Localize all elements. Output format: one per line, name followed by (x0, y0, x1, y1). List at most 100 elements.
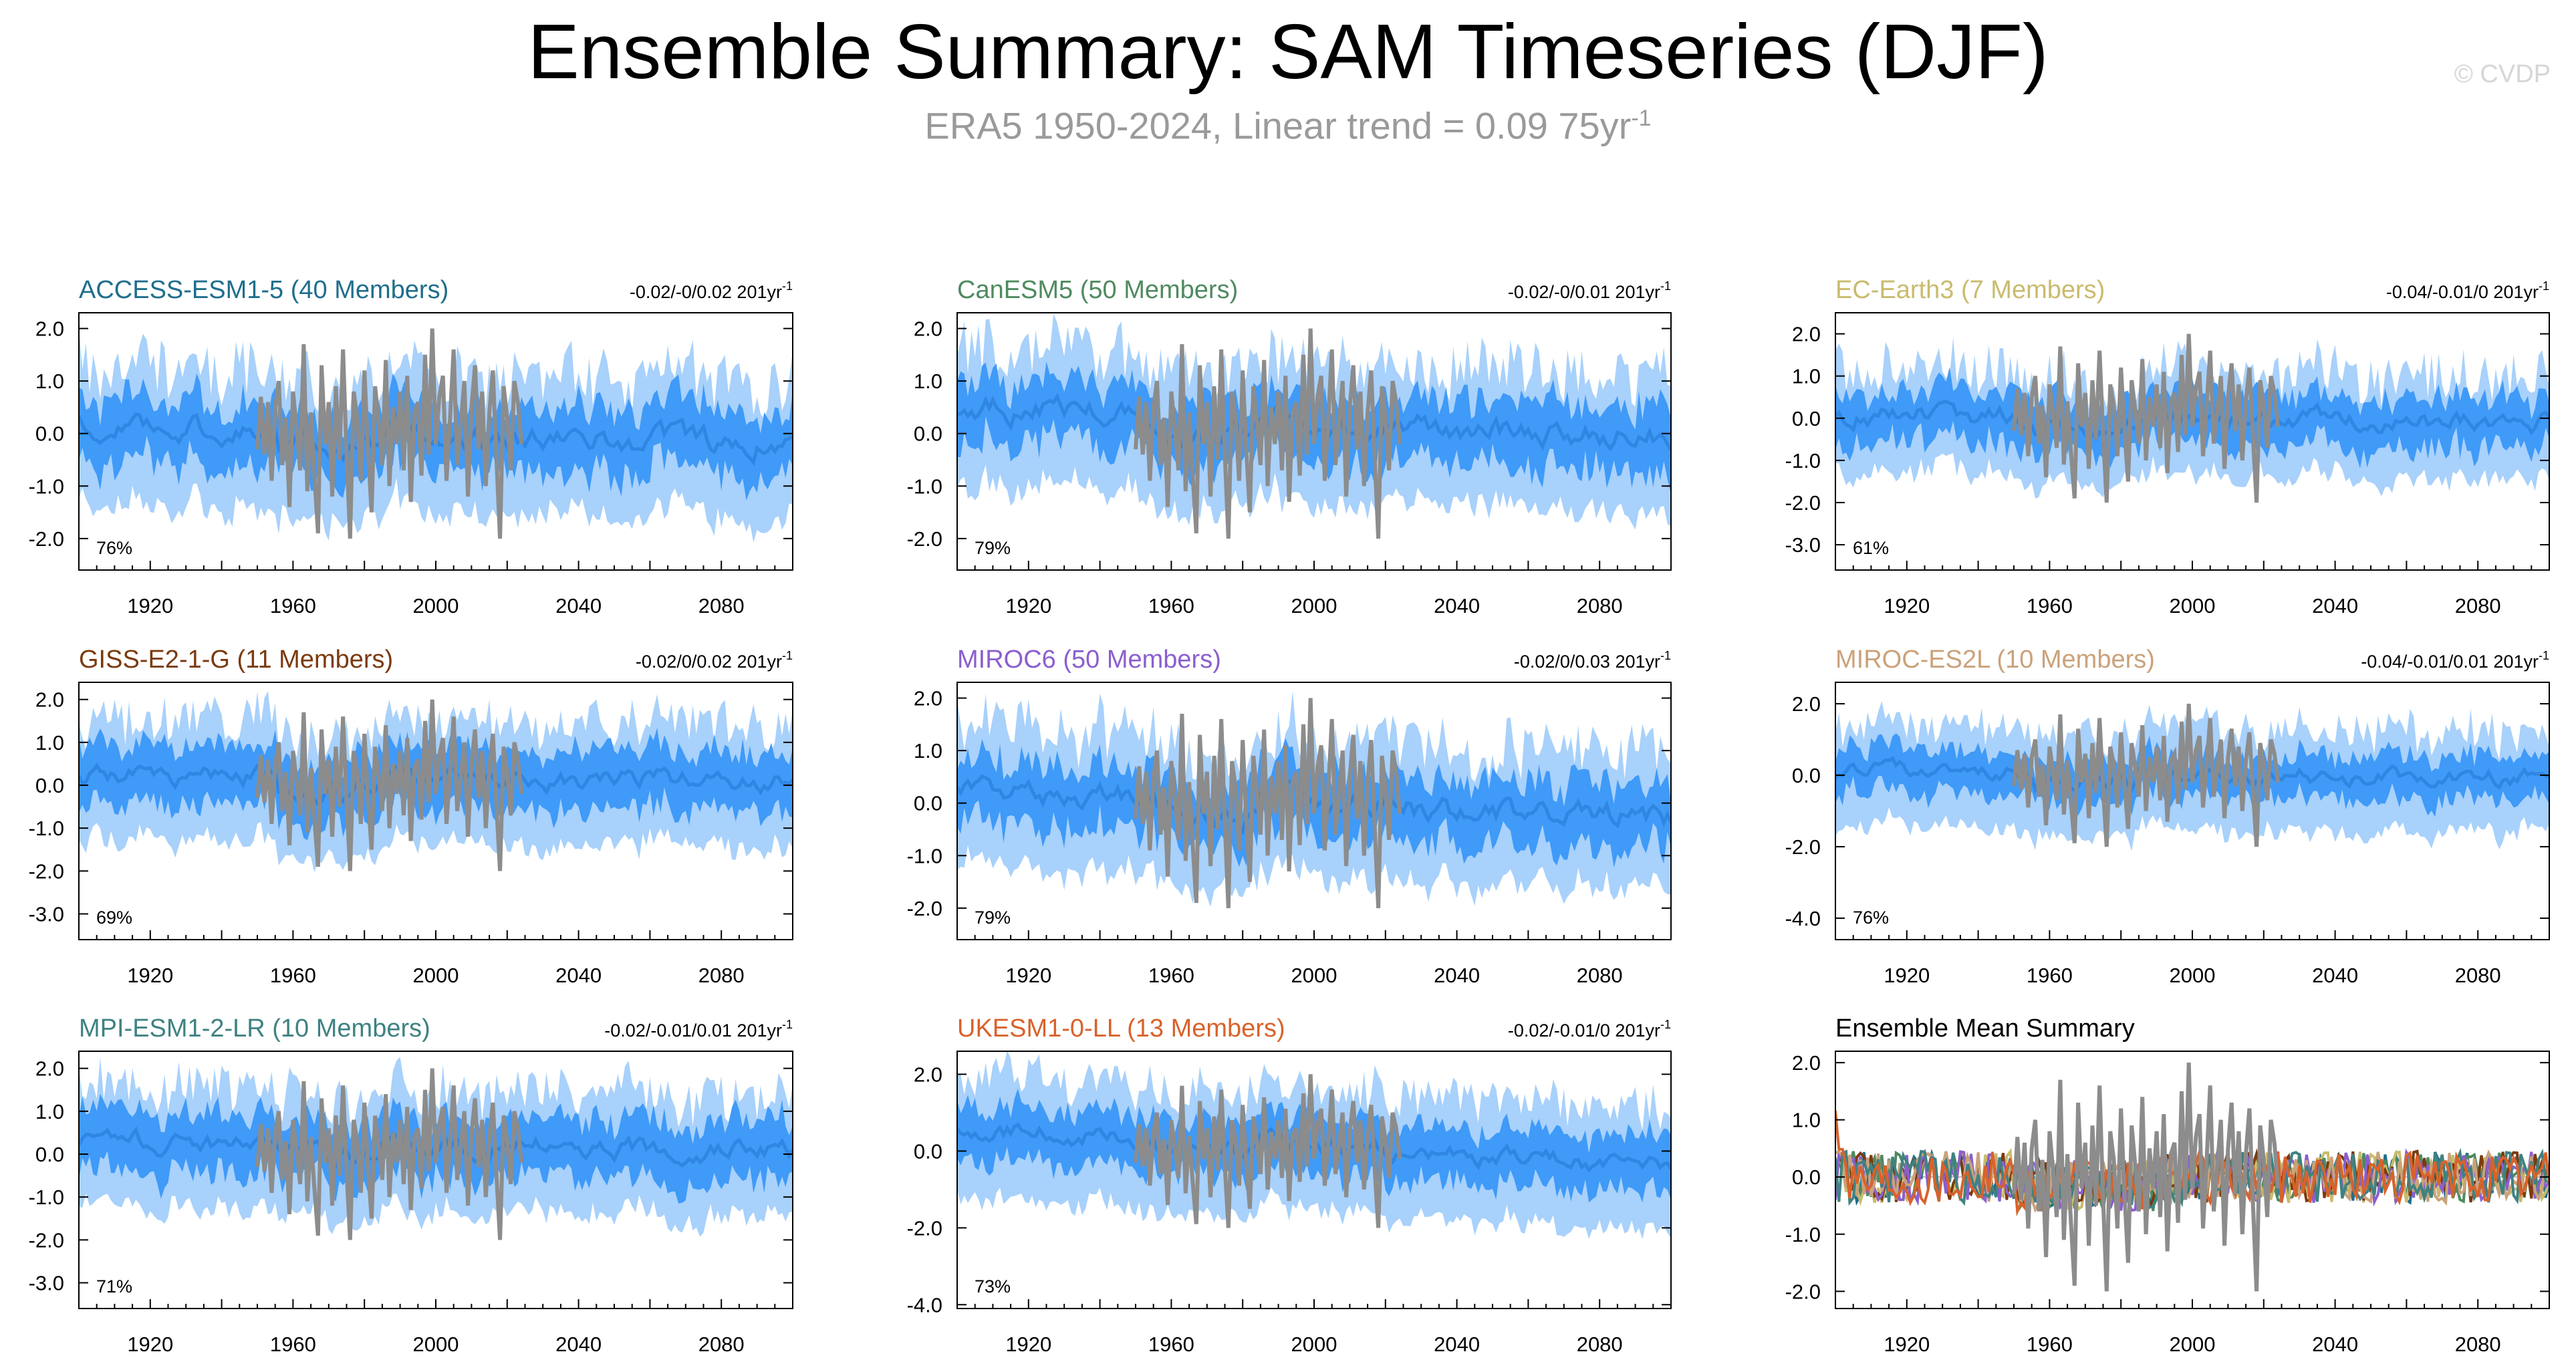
trend-superscript: -1 (2539, 649, 2549, 662)
x-tick-label: 2040 (1434, 1333, 1480, 1356)
trend-superscript: -1 (2539, 279, 2549, 293)
y-tick-label: -2.0 (1785, 491, 1821, 515)
y-tick-label: -3.0 (29, 1272, 64, 1295)
y-tick-label: -2.0 (1785, 1280, 1821, 1303)
trend-superscript: -1 (1660, 1018, 1671, 1031)
y-tick-label: 1.0 (35, 731, 64, 754)
percent-label: 76% (96, 538, 132, 558)
x-tick-label: 2000 (1291, 964, 1337, 987)
x-tick-label: 2080 (698, 1333, 745, 1356)
x-tick-label: 2000 (413, 964, 459, 987)
x-tick-label: 1960 (270, 964, 316, 987)
chart-panel-1: 2.0 1.0 0.0 -1.0 -2.0 1920 1960 2000 2040 2080 ACC… (29, 276, 793, 618)
y-tick-label: -1.0 (29, 817, 64, 840)
percent-label: 73% (975, 1276, 1011, 1296)
x-tick-label: 1960 (1148, 594, 1194, 618)
chart-panel-3: 2.0 1.0 0.0 -1.0 -2.0 -3.0 1920 1960 2000 2040 208… (1785, 276, 2550, 618)
plot-area (79, 691, 793, 873)
plot-area (1835, 701, 2549, 851)
x-tick-label: 1920 (1884, 594, 1930, 618)
trend-label: -0.04/-0.01/0 201yr-1 (2386, 279, 2549, 302)
x-tick-label: 2080 (698, 964, 745, 987)
observation-line (2012, 1063, 2281, 1292)
trend-label: -0.02/0/0.02 201yr-1 (636, 649, 793, 672)
x-tick-label: 2000 (413, 594, 459, 618)
y-tick-label: 1.0 (1792, 1109, 1821, 1132)
y-tick-label: 2.0 (914, 317, 942, 341)
x-tick-label: 2040 (555, 594, 602, 618)
y-tick-label: -2.0 (907, 897, 942, 920)
page-title: Ensemble Summary: SAM Timeseries (DJF) (527, 8, 2049, 95)
y-tick-label: 0.0 (914, 1139, 942, 1163)
y-tick-label: 0.0 (1792, 407, 1821, 430)
panel-title: MPI-ESM1-2-LR (10 Members) (79, 1014, 430, 1043)
panel-title: Ensemble Mean Summary (1835, 1014, 2135, 1043)
x-tick-label: 2040 (2312, 1333, 2358, 1356)
observation-line (1134, 328, 1402, 539)
y-tick-label: -1.0 (29, 1186, 64, 1209)
x-tick-label: 2040 (2312, 594, 2358, 618)
percent-label: 71% (96, 1276, 132, 1296)
y-tick-label: 0.0 (914, 792, 942, 815)
panel-title: GISS-E2-1-G (11 Members) (79, 646, 393, 674)
y-tick-label: 2.0 (914, 687, 942, 710)
x-tick-label: 2040 (555, 964, 602, 987)
subtitle-superscript: -1 (1631, 106, 1652, 131)
plot-area (957, 1051, 1671, 1239)
trend-value: -0.02/-0.01/0.01 201yr (604, 1020, 782, 1041)
panel-title: MIROC-ES2L (10 Members) (1835, 646, 2155, 674)
trend-superscript: -1 (1660, 279, 1671, 293)
y-tick-label: -2.0 (907, 527, 942, 551)
panel-title: EC-Earth3 (7 Members) (1835, 276, 2105, 304)
percent-label: 69% (96, 908, 132, 928)
panel-title: MIROC6 (50 Members) (957, 646, 1221, 674)
y-tick-label: -1.0 (1785, 449, 1821, 472)
x-tick-label: 2080 (1577, 594, 1623, 618)
trend-value: -0.02/0/0.03 201yr (1514, 652, 1660, 672)
percent-label: 61% (1853, 538, 1889, 558)
trend-superscript: -1 (1660, 649, 1671, 662)
page-subtitle: ERA5 1950-2024, Linear trend = 0.09 75yr… (0, 95, 2576, 150)
y-tick-label: -2.0 (29, 527, 64, 551)
chart-panel-4: 2.0 1.0 0.0 -1.0 -2.0 -3.0 1920 1960 2000 2040 208… (29, 646, 793, 987)
panel-title: UKESM1-0-LL (13 Members) (957, 1014, 1285, 1043)
y-tick-label: 0.0 (1792, 764, 1821, 787)
y-tick-label: 2.0 (35, 317, 64, 341)
chart-panel-6: 2.0 0.0 -2.0 -4.0 1920 1960 2000 2040 2080 MIROC-… (1785, 646, 2550, 987)
y-tick-label: 1.0 (1792, 365, 1821, 388)
plot-area (957, 313, 1671, 539)
x-tick-label: 2040 (1434, 964, 1480, 987)
x-tick-label: 1920 (1884, 964, 1930, 987)
x-tick-label: 1920 (1005, 964, 1051, 987)
x-tick-label: 1960 (270, 594, 316, 618)
observation-line (1134, 1074, 1402, 1228)
y-tick-label: -1.0 (1785, 1223, 1821, 1246)
x-tick-label: 2080 (2455, 594, 2501, 618)
x-tick-label: 1920 (1005, 594, 1051, 618)
y-tick-label: -1.0 (907, 474, 942, 498)
x-tick-label: 2000 (2170, 1333, 2216, 1356)
x-tick-label: 2000 (1291, 594, 1337, 618)
panel-title: ACCESS-ESM1-5 (40 Members) (79, 276, 448, 304)
trend-superscript: -1 (782, 1018, 793, 1031)
x-tick-label: 1960 (1148, 964, 1194, 987)
y-tick-label: 2.0 (1792, 323, 1821, 346)
chart-panel-9: 2.0 1.0 0.0 -1.0 -2.0 1920 1960 2000 2040 2080 Ens… (1785, 1014, 2550, 1356)
plot-area (79, 328, 793, 543)
trend-value: -0.02/-0/0.01 201yr (1508, 282, 1660, 302)
panel-title: CanESM5 (50 Members) (957, 276, 1238, 304)
chart-panel-8: 2.0 0.0 -2.0 -4.0 1920 1960 2000 2040 2080 UKESM1… (907, 1014, 1672, 1356)
x-tick-label: 1960 (2027, 1333, 2073, 1356)
observation-line (2012, 333, 2281, 503)
y-tick-label: 2.0 (35, 688, 64, 712)
x-tick-label: 1960 (2027, 964, 2073, 987)
y-tick-label: -2.0 (29, 859, 64, 883)
y-tick-label: 1.0 (914, 739, 942, 763)
trend-superscript: -1 (782, 649, 793, 662)
plot-area (1835, 333, 2549, 503)
trend-value: -0.02/0/0.02 201yr (636, 652, 782, 672)
trend-label: -0.02/-0.01/0.01 201yr-1 (604, 1018, 793, 1041)
plot-area (1835, 1063, 2549, 1292)
x-tick-label: 1920 (127, 1333, 173, 1356)
x-tick-label: 1920 (127, 594, 173, 618)
